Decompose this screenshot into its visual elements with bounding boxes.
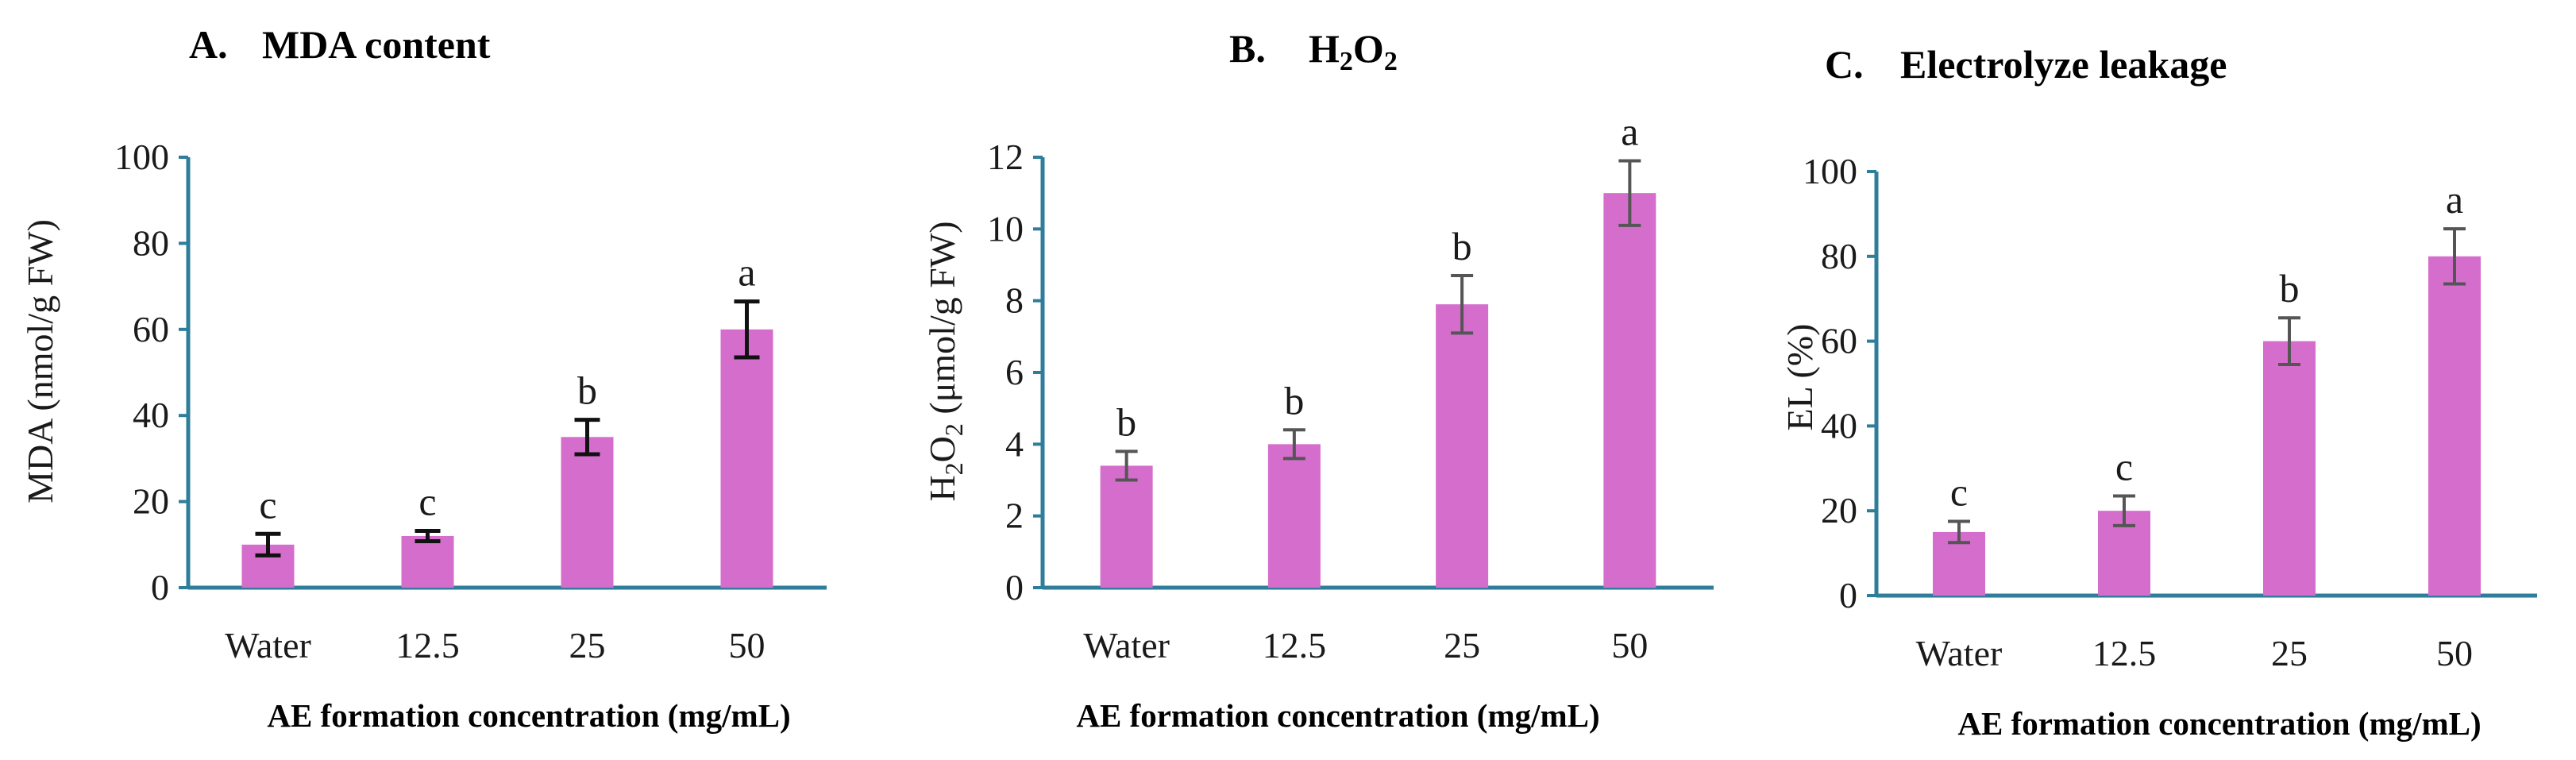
panel-b-category-label: 25 — [1444, 625, 1480, 665]
panel-c-y-axis-label: EL (%) — [1780, 324, 1820, 431]
panel-b-error-bar — [1451, 274, 1474, 335]
panel-a-bar — [720, 329, 773, 588]
panel-a-x-axis-label: AE formation concentration (mg/mL) — [267, 697, 790, 734]
panel-b-error-bar — [1115, 449, 1138, 482]
panel-a: A. MDA content MDA (nmol/g FW) AE format… — [20, 22, 827, 734]
panel-a-y-tick-label: 60 — [133, 309, 169, 349]
panel-a-category-label: Water — [225, 625, 311, 665]
panel-c-bar — [2263, 341, 2316, 596]
panel-b-y-tick-label: 2 — [1005, 496, 1024, 536]
panel-b-y-tick-label: 10 — [987, 208, 1024, 249]
panel-b-category-label: Water — [1083, 625, 1170, 665]
panel-c-x-axis-label: AE formation concentration (mg/mL) — [1957, 705, 2481, 742]
panel-b-error-bar — [1618, 159, 1641, 227]
panel-c-significance-letter: a — [2446, 177, 2463, 222]
panel-c-error-bar — [2278, 316, 2300, 366]
panel-c-error-bar — [1948, 519, 1970, 545]
panel-c-y-tick-label: 100 — [1803, 151, 1857, 191]
panel-a-error-bar — [574, 418, 600, 457]
panel-c-y-tick-label: 80 — [1821, 236, 1857, 276]
panel-b-y-tick-label: 0 — [1005, 567, 1024, 608]
panel-b-plot: 0 2 4 6 8 10 12 b Water b 12.5 b 25 a 50 — [987, 110, 1714, 665]
panel-c-category-label: 50 — [2436, 633, 2473, 673]
panel-a-bar — [401, 535, 454, 588]
panel-b-y-tick-label: 4 — [1005, 423, 1024, 464]
panel-a-significance-letter: b — [577, 368, 597, 413]
panel-a-title: MDA content — [262, 22, 491, 67]
panel-a-y-tick-label: 40 — [133, 395, 169, 435]
panel-b-significance-letter: b — [1452, 224, 1472, 268]
panel-b-y-tick-label: 12 — [987, 137, 1024, 177]
panel-c-error-bar — [2443, 227, 2466, 286]
panel-b-bar — [1267, 444, 1321, 588]
panel-b-significance-letter: a — [1621, 110, 1638, 154]
panel-b-bar — [1100, 465, 1153, 588]
panel-a-y-tick-label: 0 — [151, 567, 169, 608]
panel-a-error-bar — [734, 299, 760, 360]
panel-c-significance-letter: c — [2115, 445, 2133, 489]
panel-c-bar — [2428, 256, 2481, 596]
panel-b-bar — [1603, 193, 1656, 588]
panel-b-letter: B. — [1229, 26, 1266, 71]
panel-a-letter: A. — [189, 22, 228, 67]
panel-c: C. Electrolyze leakage EL (%) AE formati… — [1780, 42, 2537, 742]
panel-a-error-bar — [255, 531, 281, 557]
panel-c-title: Electrolyze leakage — [1900, 42, 2227, 87]
panel-c-y-tick-label: 40 — [1821, 405, 1857, 446]
panel-b-error-bar — [1282, 428, 1305, 461]
panel-b-y-axis-label: H2O2 (μmol/g FW) — [922, 221, 968, 501]
panel-a-y-tick-label: 20 — [133, 481, 169, 522]
panel-a-significance-letter: c — [418, 479, 436, 523]
panel-a-category-label: 25 — [569, 625, 606, 665]
panel-b-category-label: 12.5 — [1263, 625, 1327, 665]
panel-a-error-bar — [415, 528, 441, 543]
panel-b-bar — [1436, 304, 1489, 588]
panel-c-plot: 0 20 40 60 80 100 c Water c 12.5 b 25 a 50 — [1803, 151, 2537, 673]
panel-c-letter: C. — [1825, 42, 1864, 87]
panel-c-error-bar — [2113, 494, 2135, 527]
panel-a-bar — [561, 437, 614, 588]
panel-c-y-tick-label: 20 — [1821, 490, 1857, 530]
panel-b-title: H2O2 — [1309, 26, 1398, 76]
panel-a-significance-letter: a — [738, 250, 755, 295]
panel-b-category-label: 50 — [1611, 625, 1648, 665]
panel-c-category-label: 12.5 — [2092, 633, 2157, 673]
panel-b-y-tick-label: 8 — [1005, 280, 1024, 321]
panel-c-category-label: Water — [1916, 633, 2003, 673]
panel-a-category-label: 50 — [729, 625, 765, 665]
panel-c-category-label: 25 — [2271, 633, 2308, 673]
panel-a-y-axis-label: MDA (nmol/g FW) — [20, 219, 60, 503]
panel-a-y-tick-label: 80 — [133, 222, 169, 263]
panel-c-significance-letter: b — [2280, 266, 2300, 311]
panel-c-y-tick-label: 0 — [1839, 575, 1857, 615]
panel-c-significance-letter: c — [1950, 470, 1968, 515]
panel-b-significance-letter: b — [1284, 378, 1304, 422]
panel-c-y-tick-label: 60 — [1821, 321, 1857, 361]
panel-b-y-tick-label: 6 — [1005, 352, 1024, 392]
panel-a-y-tick-label: 100 — [114, 137, 169, 177]
panel-a-plot: 0 20 40 60 80 100 c Water c 12.5 b 25 a 50 — [114, 137, 827, 665]
panel-b-x-axis-label: AE formation concentration (mg/mL) — [1076, 697, 1599, 734]
panel-a-category-label: 12.5 — [395, 625, 460, 665]
panel-a-significance-letter: c — [259, 482, 276, 527]
panel-b-significance-letter: b — [1116, 399, 1136, 444]
panel-b: B. H2O2 H2O2 (μmol/g FW) AE formation co… — [922, 26, 1714, 734]
